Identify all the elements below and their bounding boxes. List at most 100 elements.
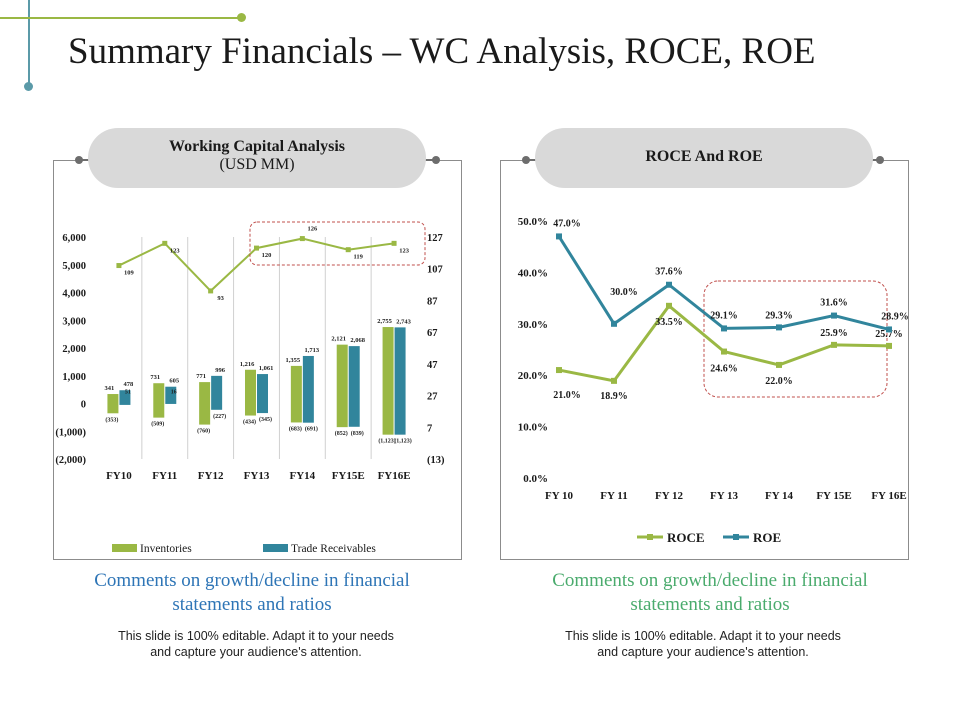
x-tick-label: FY 15E bbox=[816, 490, 851, 502]
roce-data-label: 33.5% bbox=[655, 317, 683, 328]
roe-marker bbox=[611, 320, 617, 327]
connector-dot bbox=[432, 156, 440, 164]
bar-negative-inventories bbox=[382, 403, 394, 435]
bar-negative-inventories bbox=[153, 403, 165, 418]
left-comment: Comments on growth/decline in financial … bbox=[94, 570, 410, 615]
legend-label-inventories: Inventories bbox=[140, 543, 192, 555]
bar-data-label: 1,216 bbox=[240, 361, 255, 368]
y-tick-label-right: 27 bbox=[427, 392, 438, 403]
roce-marker bbox=[556, 367, 562, 374]
highlight-dashed-box bbox=[703, 280, 888, 398]
bar-data-label: 996 bbox=[215, 367, 226, 374]
y-tick-label: 0.0% bbox=[523, 473, 548, 485]
bar-data-label: (691) bbox=[305, 426, 318, 433]
x-tick-label: FY13 bbox=[244, 470, 270, 482]
bar-trade-receivables bbox=[348, 346, 360, 404]
decor-horizontal-line bbox=[0, 17, 240, 19]
bar-negative-inventories bbox=[290, 403, 302, 423]
y-tick-label-left: 3,000 bbox=[62, 316, 86, 327]
line-marker bbox=[299, 236, 305, 242]
y-tick-label-left: 2,000 bbox=[62, 344, 86, 355]
bar-data-label: (353) bbox=[105, 416, 118, 423]
roe-data-label: 47.0% bbox=[553, 218, 581, 229]
roce-chart: 0.0% 10.0% 20.0% 30.0% 40.0% 50.0% FY 10 FY 11 F… bbox=[518, 216, 909, 545]
roce-marker bbox=[831, 341, 837, 348]
legend-marker-roce bbox=[647, 534, 653, 540]
bar-data-label: 341 bbox=[105, 385, 115, 392]
roe-data-label: 29.3% bbox=[765, 310, 793, 321]
connector-line bbox=[80, 159, 92, 161]
bar-inventories bbox=[107, 394, 119, 404]
roe-marker bbox=[666, 281, 672, 288]
roce-panel: 0.0% 10.0% 20.0% 30.0% 40.0% 50.0% FY 10 FY 11 F… bbox=[500, 160, 909, 560]
roe-marker bbox=[886, 326, 892, 333]
bar-data-label: (852) bbox=[335, 430, 348, 437]
wc-heading: Working Capital Analysis bbox=[168, 138, 346, 155]
bar-negative-trade-receivables bbox=[211, 403, 223, 410]
roe-marker bbox=[776, 324, 782, 331]
x-tick-label: FY11 bbox=[152, 470, 177, 482]
x-tick-label: FY12 bbox=[198, 470, 224, 482]
roe-data-label: 31.6% bbox=[820, 298, 848, 309]
y-tick-label: 30.0% bbox=[518, 319, 548, 331]
bar-negative-trade-receivables bbox=[302, 403, 314, 423]
line-marker bbox=[208, 288, 214, 294]
bar-trade-receivables bbox=[302, 355, 314, 404]
line-marker bbox=[345, 247, 351, 253]
connector-line bbox=[527, 159, 539, 161]
line-marker bbox=[116, 263, 122, 269]
y-tick-label-right: (13) bbox=[427, 455, 445, 466]
x-tick-label: FY14 bbox=[290, 470, 316, 482]
bar-data-label: 605 bbox=[169, 378, 180, 385]
y-tick-label-right: 87 bbox=[427, 296, 438, 307]
bar-data-label: (509) bbox=[151, 421, 164, 428]
bar-negative-trade-receivables bbox=[394, 403, 406, 435]
line-data-label: 93 bbox=[217, 295, 224, 302]
y-tick-label-right: 127 bbox=[427, 233, 443, 244]
roce-marker bbox=[776, 361, 782, 368]
bar-data-label: (345) bbox=[259, 416, 272, 423]
y-tick-label-left: (2,000) bbox=[55, 455, 86, 466]
line-data-label: 123 bbox=[170, 247, 181, 254]
legend-label-roce: ROCE bbox=[667, 530, 705, 545]
roce-data-label: 21.0% bbox=[553, 390, 581, 401]
roe-marker bbox=[831, 312, 837, 319]
connector-dot bbox=[75, 156, 83, 164]
bar-inventories bbox=[382, 327, 394, 404]
bar-negative-inventories bbox=[107, 403, 119, 414]
roe-data-label: 30.0% bbox=[610, 287, 638, 298]
legend-swatch-trade-receivables bbox=[263, 544, 288, 552]
line-data-label: 120 bbox=[262, 252, 272, 259]
y-tick-label-left: 5,000 bbox=[62, 261, 86, 272]
right-note: This slide is 100% editable. Adapt it to… bbox=[565, 629, 841, 659]
bar-data-label: 478 bbox=[124, 381, 135, 388]
bar-data-label: 771 bbox=[196, 373, 206, 380]
bar-data-label: (434) bbox=[243, 419, 256, 426]
left-note: This slide is 100% editable. Adapt it to… bbox=[118, 629, 394, 659]
right-comment: Comments on growth/decline in financial … bbox=[552, 570, 868, 615]
y-tick-label: 10.0% bbox=[518, 422, 548, 434]
y-tick-label: 40.0% bbox=[518, 267, 548, 279]
slide-title: Summary Financials – WC Analysis, ROCE, … bbox=[68, 31, 816, 72]
roce-marker bbox=[721, 348, 727, 355]
bar-trade-receivables bbox=[119, 390, 131, 404]
bar-data-label: (839) bbox=[351, 430, 364, 437]
bar-trade-receivables bbox=[394, 327, 406, 404]
roce-data-label: 24.6% bbox=[710, 364, 738, 375]
decor-dot-green bbox=[237, 13, 246, 22]
y-tick-label-right: 107 bbox=[427, 265, 443, 276]
y-tick-label-left: 1,000 bbox=[62, 372, 86, 383]
roce-marker bbox=[886, 342, 892, 349]
wc-subheading: (USD MM) bbox=[219, 156, 295, 173]
line-data-label: 126 bbox=[307, 226, 318, 233]
bar-data-label: 2,121 bbox=[331, 336, 346, 343]
bar-data-label: 16 bbox=[171, 390, 177, 396]
legend-marker-roe bbox=[733, 534, 739, 540]
roe-marker bbox=[556, 233, 562, 240]
x-tick-label: FY15E bbox=[332, 470, 365, 482]
bar-inventories bbox=[153, 383, 165, 404]
wc-panel: (2,000) (1,000) 0 1,000 2,000 3,000 4,000 5,000… bbox=[53, 160, 462, 560]
decor-dot-teal bbox=[24, 82, 33, 91]
x-tick-label: FY 14 bbox=[765, 490, 794, 502]
connector-dot bbox=[876, 156, 884, 164]
